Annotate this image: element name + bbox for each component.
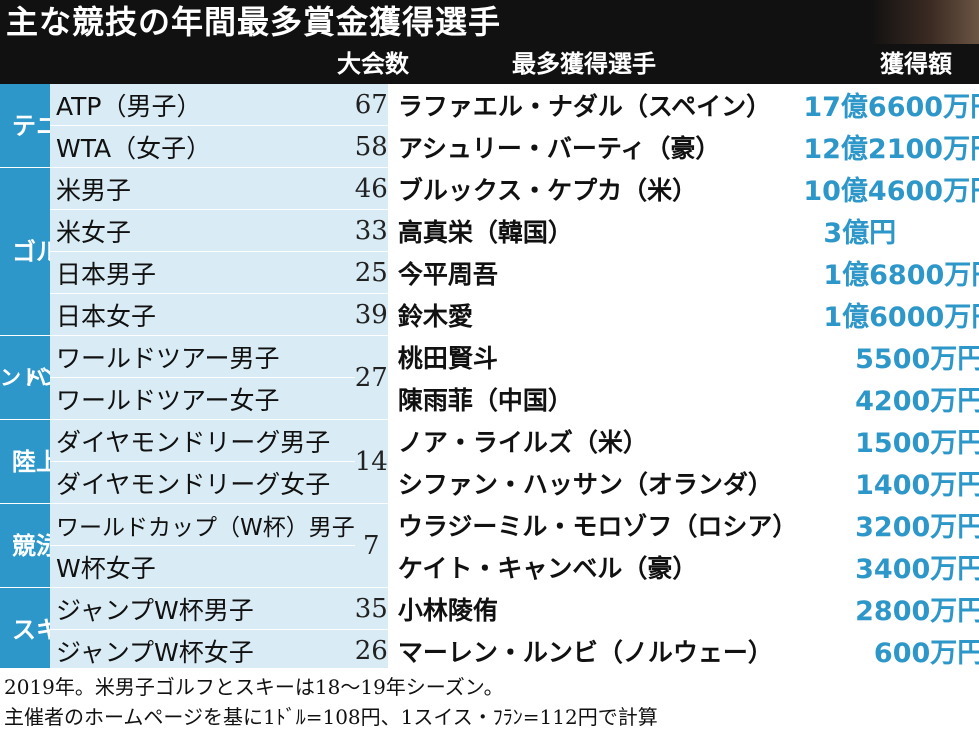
table-row: 日本男子 25 今平周吾 1億6800万円 [0, 251, 979, 294]
page-title: 主な競技の年間最多賞金獲得選手 [6, 3, 502, 41]
count-cell: 39 [354, 293, 389, 336]
count-cell: 7 [354, 503, 389, 588]
player-cell: ケイト・キャンベル（豪） [387, 545, 798, 588]
table-row: 競泳 ワールドカップ（W杯）男子 7 ウラジーミル・モロゾフ（ロシア） 3200… [0, 503, 979, 588]
prize-cell: 12億2100万円 [797, 125, 979, 168]
prize-cell: 17億6600万円 [797, 84, 979, 126]
prize-cell: 3400万円 [797, 545, 979, 588]
player-cell: 鈴木愛 [387, 293, 798, 336]
footnote-exchange-rate: 主催者のホームページを基に1ﾄﾞﾙ=108円、1スイス・ﾌﾗﾝ=112円で計算 [4, 705, 658, 729]
player-cell: マーレン・ルンビ（ノルウェー） [387, 629, 798, 672]
event-cell: ATP（男子） [50, 84, 355, 126]
event-cell: ダイヤモンドリーグ女子 [50, 461, 355, 504]
count-cell: 25 [354, 251, 389, 294]
table-row: W杯女子 ケイト・キャンベル（豪） 3400万円 [0, 545, 979, 588]
table-row: 米女子 33 高真栄（韓国） 3億円 [0, 209, 979, 252]
table-row: ワールドツアー女子 陳雨菲（中国） 4200万円 [0, 377, 979, 420]
player-cell: 小林陵侑 [387, 587, 798, 630]
table-row: 日本女子 39 鈴木愛 1億6000万円 [0, 293, 979, 336]
prize-cell: 2800万円 [797, 587, 979, 630]
header-player: 最多獲得選手 [512, 50, 656, 78]
prize-cell: 10億4600万円 [797, 167, 979, 210]
prize-cell: 3億円 [797, 209, 979, 252]
event-cell: 米男子 [50, 167, 355, 210]
event-cell: WTA（女子） [50, 125, 355, 168]
footnote-season: 2019年。米男子ゴルフとスキーは18～19年シーズン。 [4, 675, 504, 699]
count-cell: 14 [354, 419, 389, 504]
prize-cell: 1500万円 [797, 419, 979, 462]
count-cell: 58 [354, 125, 389, 168]
category-ski: スキー [0, 587, 50, 672]
count-cell: 35 [354, 587, 389, 630]
table-row: バドミ ントン ワールドツアー男子 27 桃田賢斗 5500万円 [0, 335, 979, 420]
player-cell: 桃田賢斗 [387, 335, 798, 378]
player-cell: 高真栄（韓国） [387, 209, 798, 252]
category-athletics: 陸上 [0, 419, 50, 504]
category-tennis: テニス [0, 84, 50, 168]
player-cell: ウラジーミル・モロゾフ（ロシア） [387, 503, 798, 546]
event-cell: ダイヤモンドリーグ男子 [50, 419, 355, 462]
category-badminton: バドミ ントン [0, 335, 50, 420]
title-bar: 主な競技の年間最多賞金獲得選手 [0, 0, 979, 44]
table-row: WTA（女子） 58 アシュリー・バーティ（豪） 12億2100万円 [0, 125, 979, 168]
player-cell: 今平周吾 [387, 251, 798, 294]
category-golf: ゴルフ [0, 167, 50, 336]
prize-cell: 1400万円 [797, 461, 979, 504]
table-row: ダイヤモンドリーグ女子 シファン・ハッサン（オランダ） 1400万円 [0, 461, 979, 504]
event-cell: W杯女子 [50, 545, 355, 588]
table-row: ゴルフ 米男子 46 ブルックス・ケプカ（米） 10億4600万円 [0, 167, 979, 336]
table-row: スキー ジャンプW杯男子 35 小林陵侑 2800万円 [0, 587, 979, 672]
header-count: 大会数 [337, 50, 409, 78]
player-cell: ノア・ライルズ（米） [387, 419, 798, 462]
event-cell: ワールドツアー女子 [50, 377, 355, 420]
event-cell: ジャンプW杯女子 [50, 629, 355, 672]
event-cell: 日本男子 [50, 251, 355, 294]
count-cell: 33 [354, 209, 389, 252]
prize-cell: 3200万円 [797, 503, 979, 546]
event-cell: 日本女子 [50, 293, 355, 336]
event-cell: ワールドカップ（W杯）男子 [50, 503, 355, 546]
category-swimming: 競泳 [0, 503, 50, 588]
player-cell: シファン・ハッサン（オランダ） [387, 461, 798, 504]
player-cell: ラファエル・ナダル（スペイン） [387, 84, 798, 126]
table-header: 大会数 最多獲得選手 獲得額 [0, 44, 979, 84]
player-cell: ブルックス・ケプカ（米） [387, 167, 798, 210]
prize-cell: 4200万円 [797, 377, 979, 420]
header-prize: 獲得額 [880, 50, 952, 78]
prize-cell: 5500万円 [797, 335, 979, 378]
table-row: テニス ATP（男子） 67 ラファエル・ナダル（スペイン） 17億6600万円 [0, 84, 979, 168]
count-cell: 67 [354, 84, 389, 126]
event-cell: ワールドツアー男子 [50, 335, 355, 378]
prize-cell: 1億6000万円 [797, 293, 979, 336]
event-cell: 米女子 [50, 209, 355, 252]
prize-cell: 600万円 [797, 629, 979, 672]
table-row: ジャンプW杯女子 26 マーレン・ルンビ（ノルウェー） 600万円 [0, 629, 979, 672]
prize-table: テニス ATP（男子） 67 ラファエル・ナダル（スペイン） 17億6600万円… [0, 84, 979, 672]
player-cell: 陳雨菲（中国） [387, 377, 798, 420]
player-cell: アシュリー・バーティ（豪） [387, 125, 798, 168]
count-cell: 27 [354, 335, 389, 420]
event-cell: ジャンプW杯男子 [50, 587, 355, 630]
footnotes: 2019年。米男子ゴルフとスキーは18～19年シーズン。 主催者のホームページを… [0, 668, 979, 737]
prize-cell: 1億6800万円 [797, 251, 979, 294]
title-photo-edge [870, 0, 979, 44]
count-cell: 46 [354, 167, 389, 210]
table-row: 陸上 ダイヤモンドリーグ男子 14 ノア・ライルズ（米） 1500万円 [0, 419, 979, 504]
count-cell: 26 [354, 629, 389, 672]
